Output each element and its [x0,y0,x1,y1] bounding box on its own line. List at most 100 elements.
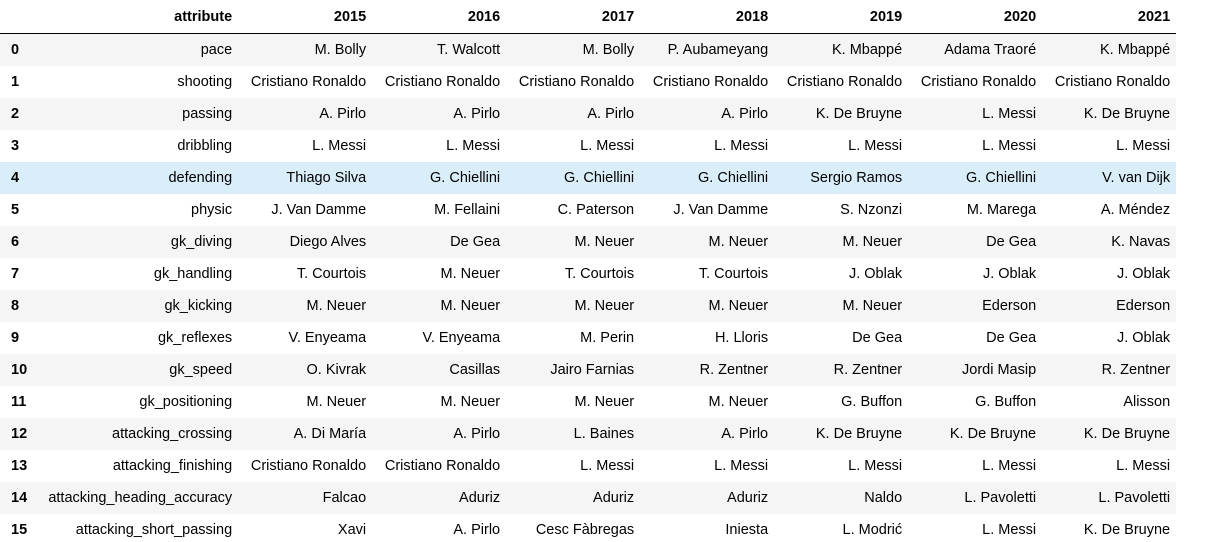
row-index: 5 [11,202,20,218]
table-row: 15 attacking_short_passing Xavi A. Pirlo Ces… [0,514,1177,542]
player-cell: L. Messi [982,106,1037,122]
player-cell: R. Zentner [699,362,769,378]
player-cell: K. De Bruyne [1083,522,1171,538]
player-cell: Iniesta [725,522,769,538]
table-row: 0 pace M. Bolly T. Walcott M. Bolly P. Aubame… [0,33,1177,66]
attribute-cell: defending [168,170,233,186]
player-cell: A. Pirlo [453,426,501,442]
player-cell: G. Buffon [841,394,903,410]
attribute-cell: attacking_short_passing [75,522,233,538]
table-row: 6 gk_diving Diego Alves De Gea M. Neuer M. Ne… [0,226,1177,258]
player-cell: Alisson [1123,394,1171,410]
player-cell: L. Messi [580,458,635,474]
player-cell: Casillas [449,362,501,378]
player-cell: De Gea [852,330,903,346]
player-cell: T. Courtois [564,266,635,282]
attribute-cell: attacking_finishing [112,458,233,474]
player-cell: V. Enyeama [288,330,367,346]
player-cell: M. Neuer [440,394,501,410]
player-cell: J. Van Damme [271,202,367,218]
row-index: 7 [11,266,20,282]
player-cell: L. Messi [580,138,635,154]
player-cell: L. Messi [1116,138,1171,154]
player-cell: Sergio Ramos [810,170,903,186]
player-cell: V. van Dijk [1102,170,1171,186]
player-cell: A. Pirlo [721,106,769,122]
row-index: 1 [11,74,20,90]
player-cell: G. Chiellini [966,170,1037,186]
player-cell: L. Pavoletti [1098,490,1171,506]
player-cell: L. Messi [446,138,501,154]
player-cell: M. Neuer [842,298,903,314]
index-header [0,2,34,34]
player-cell: K. De Bruyne [1083,426,1171,442]
attribute-cell: pace [200,42,233,58]
player-cell: M. Fellaini [434,202,501,218]
player-cell: M. Neuer [440,266,501,282]
player-cell: M. Neuer [708,394,769,410]
player-cell: Naldo [864,490,903,506]
player-cell: L. Messi [312,138,367,154]
table-row: 2 passing A. Pirlo A. Pirlo A. Pirlo A. Pirlo… [0,98,1177,130]
player-cell: L. Messi [982,458,1037,474]
player-cell: R. Zentner [1101,362,1171,378]
player-cell: M. Perin [580,330,635,346]
attribute-cell: shooting [177,74,233,90]
player-cell: Xavi [337,522,367,538]
player-cell: M. Neuer [708,298,769,314]
attribute-cell: gk_positioning [139,394,233,410]
table-row: 4 defending Thiago Silva G. Chiellini G. Chi… [0,162,1177,194]
player-cell: J. Van Damme [673,202,769,218]
player-cell: K. Navas [1111,234,1171,250]
player-cell: H. Lloris [714,330,769,346]
row-index: 4 [11,170,20,186]
player-cell: M. Neuer [574,234,635,250]
player-cell: S. Nzonzi [840,202,903,218]
player-cell: Thiago Silva [286,170,367,186]
player-cell: M. Marega [966,202,1037,218]
player-cell: Jairo Farnias [550,362,635,378]
player-cell: Cristiano Ronaldo [384,74,501,90]
table-row: 8 gk_kicking M. Neuer M. Neuer M. Neuer M. Ne… [0,290,1177,322]
player-cell: A. Pirlo [453,522,501,538]
player-cell: K. Mbappé [832,42,903,58]
player-cell: Aduriz [593,490,635,506]
player-cell: De Gea [986,330,1037,346]
table-row: 14 attacking_heading_accuracy Falcao Aduriz… [0,482,1177,514]
player-cell: L. Messi [714,138,769,154]
column-header: 2017 [506,2,641,34]
player-cell: M. Neuer [574,394,635,410]
table-row: 11 gk_positioning M. Neuer M. Neuer M. Neuer… [0,386,1177,418]
player-cell: M. Neuer [574,298,635,314]
player-cell: Cristiano Ronaldo [384,458,501,474]
player-cell: Cristiano Ronaldo [786,74,903,90]
attribute-cell: physic [191,202,233,218]
player-cell: R. Zentner [833,362,903,378]
player-cell: L. Messi [982,522,1037,538]
player-cell: K. Mbappé [1100,42,1171,58]
attribute-cell: gk_handling [153,266,233,282]
player-cell: M. Neuer [306,298,367,314]
player-cell: V. Enyeama [422,330,501,346]
row-index: 12 [11,426,28,442]
attribute-cell: dribbling [177,138,233,154]
player-cell: Falcao [322,490,367,506]
player-cell: Cristiano Ronaldo [250,74,367,90]
player-cell: T. Courtois [698,266,769,282]
attribute-cell: gk_speed [169,362,233,378]
player-cell: P. Aubameyang [667,42,769,58]
row-index: 14 [11,490,28,506]
player-cell: J. Oblak [1116,330,1171,346]
table-row: 7 gk_handling T. Courtois M. Neuer T. Courto… [0,258,1177,290]
attribute-cell: gk_reflexes [157,330,233,346]
player-cell: K. De Bruyne [815,426,903,442]
player-cell: G. Chiellini [430,170,501,186]
table-row: 3 dribbling L. Messi L. Messi L. Messi L. Mes… [0,130,1177,162]
player-cell: Aduriz [727,490,769,506]
player-cell: L. Pavoletti [964,490,1037,506]
column-header: attribute [33,2,239,34]
player-cell: T. Courtois [296,266,367,282]
player-cell: J. Oblak [848,266,903,282]
attribute-cell: attacking_crossing [112,426,233,442]
player-cell: L. Messi [1116,458,1171,474]
